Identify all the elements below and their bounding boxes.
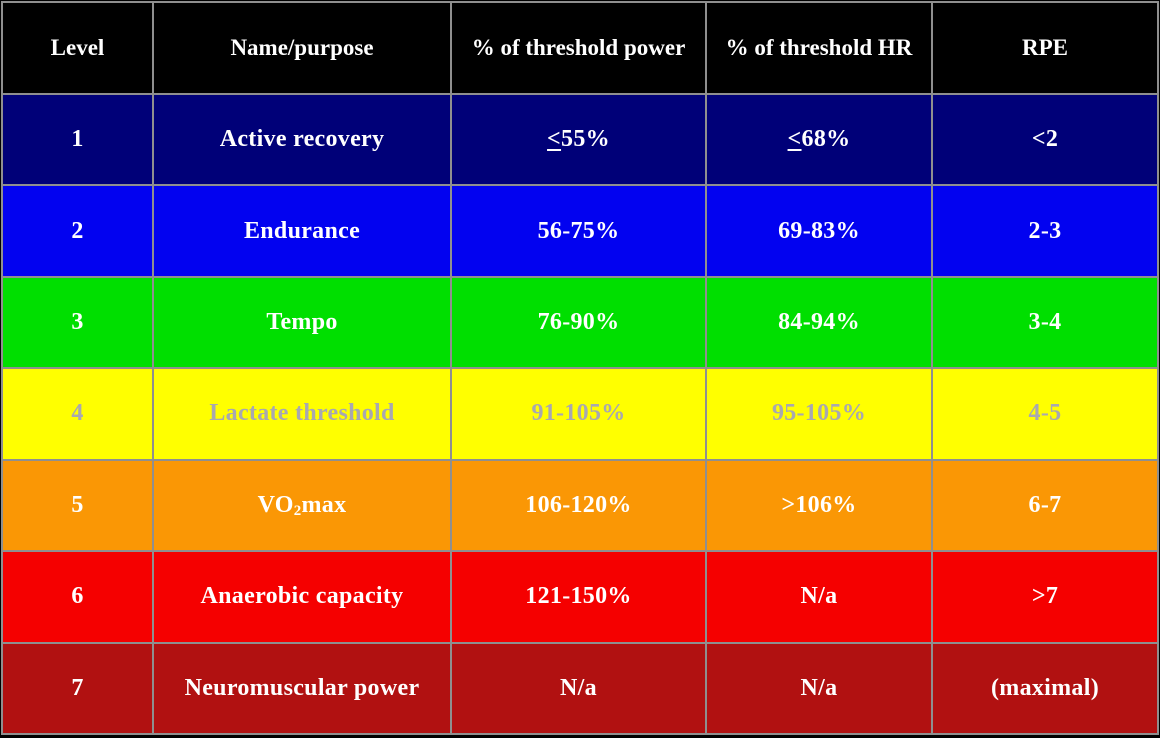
cell-level: 5 bbox=[1, 458, 154, 553]
header-cell-level: Level bbox=[1, 1, 154, 95]
table-row-level-7: 7 Neuromuscular power N/a N/a (maximal) bbox=[1, 641, 1159, 736]
cell-name-purpose: Active recovery bbox=[152, 92, 452, 187]
table-row-level-1: 1 Active recovery <55% <68% <2 bbox=[1, 92, 1159, 187]
cell-name-purpose: Tempo bbox=[152, 275, 452, 370]
cell-threshold-power: 121-150% bbox=[450, 550, 707, 644]
cell-threshold-power: 106-120% bbox=[450, 458, 707, 553]
cell-threshold-hr: 69-83% bbox=[705, 184, 933, 278]
cell-threshold-power: N/a bbox=[450, 641, 707, 736]
cell-threshold-power: 56-75% bbox=[450, 184, 707, 278]
table-body: 1 Active recovery <55% <68% <2 2 Endurance 56-7… bbox=[1, 92, 1159, 736]
cell-level: 4 bbox=[1, 367, 154, 461]
table-header: Level Name/purpose % of threshold power … bbox=[1, 1, 1159, 95]
header-cell-threshold-power: % of threshold power bbox=[450, 1, 707, 95]
cell-name-purpose: Endurance bbox=[152, 184, 452, 278]
cell-level: 2 bbox=[1, 184, 154, 278]
cell-rpe: 4-5 bbox=[931, 367, 1159, 461]
cell-threshold-hr: N/a bbox=[705, 550, 933, 644]
cell-rpe: 6-7 bbox=[931, 458, 1159, 553]
cell-threshold-hr: 84-94% bbox=[705, 275, 933, 370]
table-row-level-5: 5 VO2max 106-120% >106% 6-7 bbox=[1, 458, 1159, 553]
table-row-level-2: 2 Endurance 56-75% 69-83% 2-3 bbox=[1, 184, 1159, 278]
cell-level: 3 bbox=[1, 275, 154, 370]
cell-threshold-power: 91-105% bbox=[450, 367, 707, 461]
header-row: Level Name/purpose % of threshold power … bbox=[1, 1, 1159, 95]
header-cell-name-purpose: Name/purpose bbox=[152, 1, 452, 95]
cell-threshold-power: 76-90% bbox=[450, 275, 707, 370]
subscript-2: 2 bbox=[293, 502, 302, 519]
cell-name-purpose: VO2max bbox=[152, 458, 452, 553]
cell-level: 1 bbox=[1, 92, 154, 187]
header-cell-threshold-hr: % of threshold HR bbox=[705, 1, 933, 95]
cell-threshold-power: <55% bbox=[450, 92, 707, 187]
cell-rpe: >7 bbox=[931, 550, 1159, 644]
cell-level: 7 bbox=[1, 641, 154, 736]
cell-rpe: 3-4 bbox=[931, 275, 1159, 370]
cell-rpe: (maximal) bbox=[931, 641, 1159, 736]
less-equal-sign: < bbox=[547, 126, 562, 153]
cell-rpe: 2-3 bbox=[931, 184, 1159, 278]
cell-name-purpose: Neuromuscular power bbox=[152, 641, 452, 736]
cell-name-purpose: Anaerobic capacity bbox=[152, 550, 452, 644]
table-row-level-6: 6 Anaerobic capacity 121-150% N/a >7 bbox=[1, 550, 1159, 644]
cell-threshold-hr: <68% bbox=[705, 92, 933, 187]
less-equal-sign: < bbox=[787, 126, 802, 153]
cell-threshold-hr: >106% bbox=[705, 458, 933, 553]
cell-level: 6 bbox=[1, 550, 154, 644]
cell-name-purpose: Lactate threshold bbox=[152, 367, 452, 461]
cell-threshold-hr: N/a bbox=[705, 641, 933, 736]
header-cell-rpe: RPE bbox=[931, 1, 1159, 95]
cell-threshold-hr: 95-105% bbox=[705, 367, 933, 461]
table-row-level-3: 3 Tempo 76-90% 84-94% 3-4 bbox=[1, 275, 1159, 370]
cell-rpe: <2 bbox=[931, 92, 1159, 187]
table-row-level-4: 4 Lactate threshold 91-105% 95-105% 4-5 bbox=[1, 367, 1159, 461]
